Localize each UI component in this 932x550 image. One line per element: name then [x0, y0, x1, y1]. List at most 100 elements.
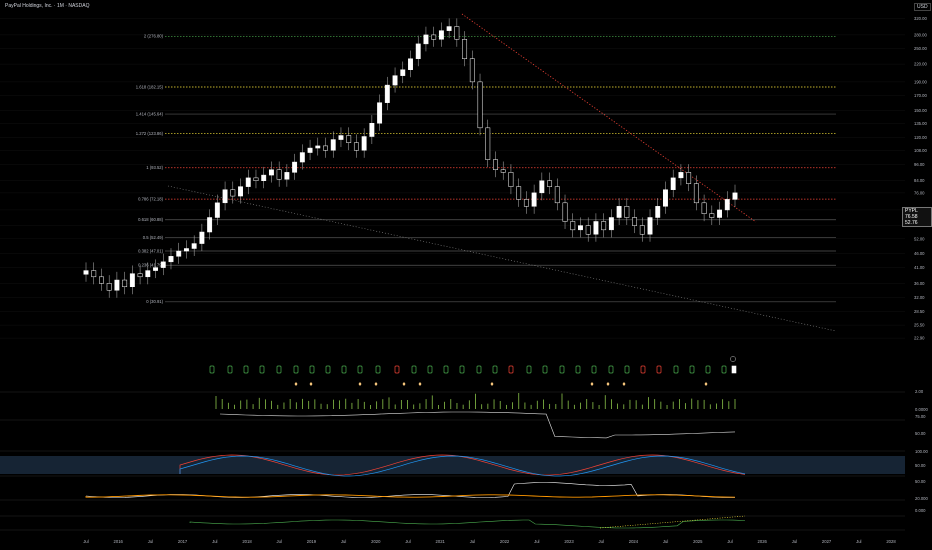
fib-label: 2 (276.80)	[144, 34, 164, 39]
chart-title: PayPal Holdings, Inc. · 1M · NASDAQ	[5, 3, 90, 9]
candle-body	[230, 189, 236, 197]
stoch-axis-label: 50.00	[915, 463, 926, 468]
candle-body	[570, 221, 576, 231]
candle-body	[732, 192, 738, 200]
candle-body	[578, 225, 583, 231]
price-axis-label: 96.00	[914, 162, 925, 167]
candle-body	[408, 58, 413, 70]
signal-badge	[209, 365, 215, 374]
candle-body	[307, 147, 313, 153]
signal-badge	[325, 365, 331, 374]
stoch-axis-label: 100.00	[915, 449, 928, 454]
candle-body	[400, 69, 406, 76]
signal-badge	[705, 365, 711, 374]
time-axis: Jul 2016 Jul 2017 Jul 2018 Jul 2019 Jul 2020 Jul 20…	[83, 539, 896, 544]
diamond-marker	[590, 382, 594, 386]
diamond-marker	[418, 382, 422, 386]
macd-trendline	[599, 515, 746, 529]
time-axis-label: Jul	[727, 539, 732, 544]
candle-body	[369, 123, 375, 137]
candle-body	[176, 250, 182, 257]
time-axis-label: 2017	[178, 539, 188, 544]
diamond-marker	[358, 382, 362, 386]
macd-line	[189, 519, 746, 529]
candle-body	[261, 174, 267, 181]
price-axis-label: 150.00	[914, 108, 927, 113]
di-line	[85, 494, 736, 498]
time-axis-label: 2020	[371, 539, 381, 544]
time-axis-label: 2022	[500, 539, 510, 544]
rsi-line	[219, 411, 736, 439]
signal-badge	[227, 365, 233, 374]
price-axis-label: 84.00	[914, 178, 925, 183]
candle-body	[384, 84, 390, 103]
candle-body	[608, 217, 614, 231]
signal-badge	[411, 365, 417, 374]
candle-body	[500, 169, 506, 173]
signal-badge	[357, 365, 363, 374]
candle-body	[346, 135, 352, 143]
fib-label: 1.414 (145.64)	[136, 111, 164, 116]
stoch-band	[0, 456, 905, 474]
candle-body	[678, 172, 684, 179]
candle-body	[663, 189, 668, 207]
signal-badge	[640, 365, 646, 374]
price-axis-label: 36.00	[914, 281, 925, 286]
signal-badge	[459, 365, 465, 374]
candle-body	[122, 279, 128, 288]
candle-body	[191, 243, 197, 249]
time-axis-label: Jul	[663, 539, 668, 544]
candle-body	[670, 177, 676, 190]
signal-badge	[508, 365, 514, 374]
diamond-marker	[704, 382, 708, 386]
currency-label[interactable]: USD	[914, 3, 931, 11]
candle-body	[717, 209, 722, 218]
price-axis-label: 120.00	[914, 135, 927, 140]
candle-body	[454, 26, 460, 40]
candle-body	[361, 136, 367, 151]
candle-body	[701, 202, 707, 214]
price-axis-label: 320.00	[914, 16, 927, 21]
candle-body	[639, 225, 645, 235]
candle-body	[485, 127, 491, 160]
latest-signal-badge	[731, 365, 737, 374]
price-axis-label: 28.50	[914, 309, 925, 314]
candle-body	[238, 186, 243, 197]
signal-badge	[559, 365, 565, 374]
price-tag-symbol: PYPL	[905, 208, 918, 214]
signal-badge	[591, 365, 597, 374]
signal-badge	[492, 365, 498, 374]
downtrend-line	[461, 13, 757, 223]
candle-body	[315, 145, 321, 149]
candle-body	[562, 202, 568, 222]
diamond-marker	[490, 382, 494, 386]
candle-body	[183, 248, 189, 252]
time-axis-label: 2027	[822, 539, 832, 544]
fib-label: 1.272 (123.86)	[136, 131, 164, 136]
candle-body	[253, 177, 259, 181]
time-axis-label: 2016	[114, 539, 124, 544]
macd-axis-label: 20.000	[915, 496, 928, 501]
candle-body	[539, 180, 545, 194]
time-axis-label: Jul	[341, 539, 346, 544]
candle-body	[222, 189, 228, 204]
candle-body	[91, 270, 97, 278]
signal-badge	[673, 365, 679, 374]
price-axis-label: 108.00	[914, 148, 927, 153]
candle-body	[415, 43, 421, 59]
candle-body	[323, 145, 328, 151]
signal-badge	[542, 365, 548, 374]
fib-label: 0.618 (60.88)	[138, 217, 164, 222]
time-axis-label: 2026	[758, 539, 768, 544]
candle-body	[299, 152, 305, 163]
candle-body	[462, 39, 468, 59]
price-axis-label: 250.00	[914, 46, 927, 51]
candle-body	[724, 199, 730, 211]
replay-icon	[730, 356, 736, 362]
diamond-marker	[374, 382, 378, 386]
candle-body	[392, 75, 398, 86]
candle-body	[516, 186, 522, 200]
candle-body	[616, 206, 622, 218]
candle-body	[477, 81, 483, 129]
